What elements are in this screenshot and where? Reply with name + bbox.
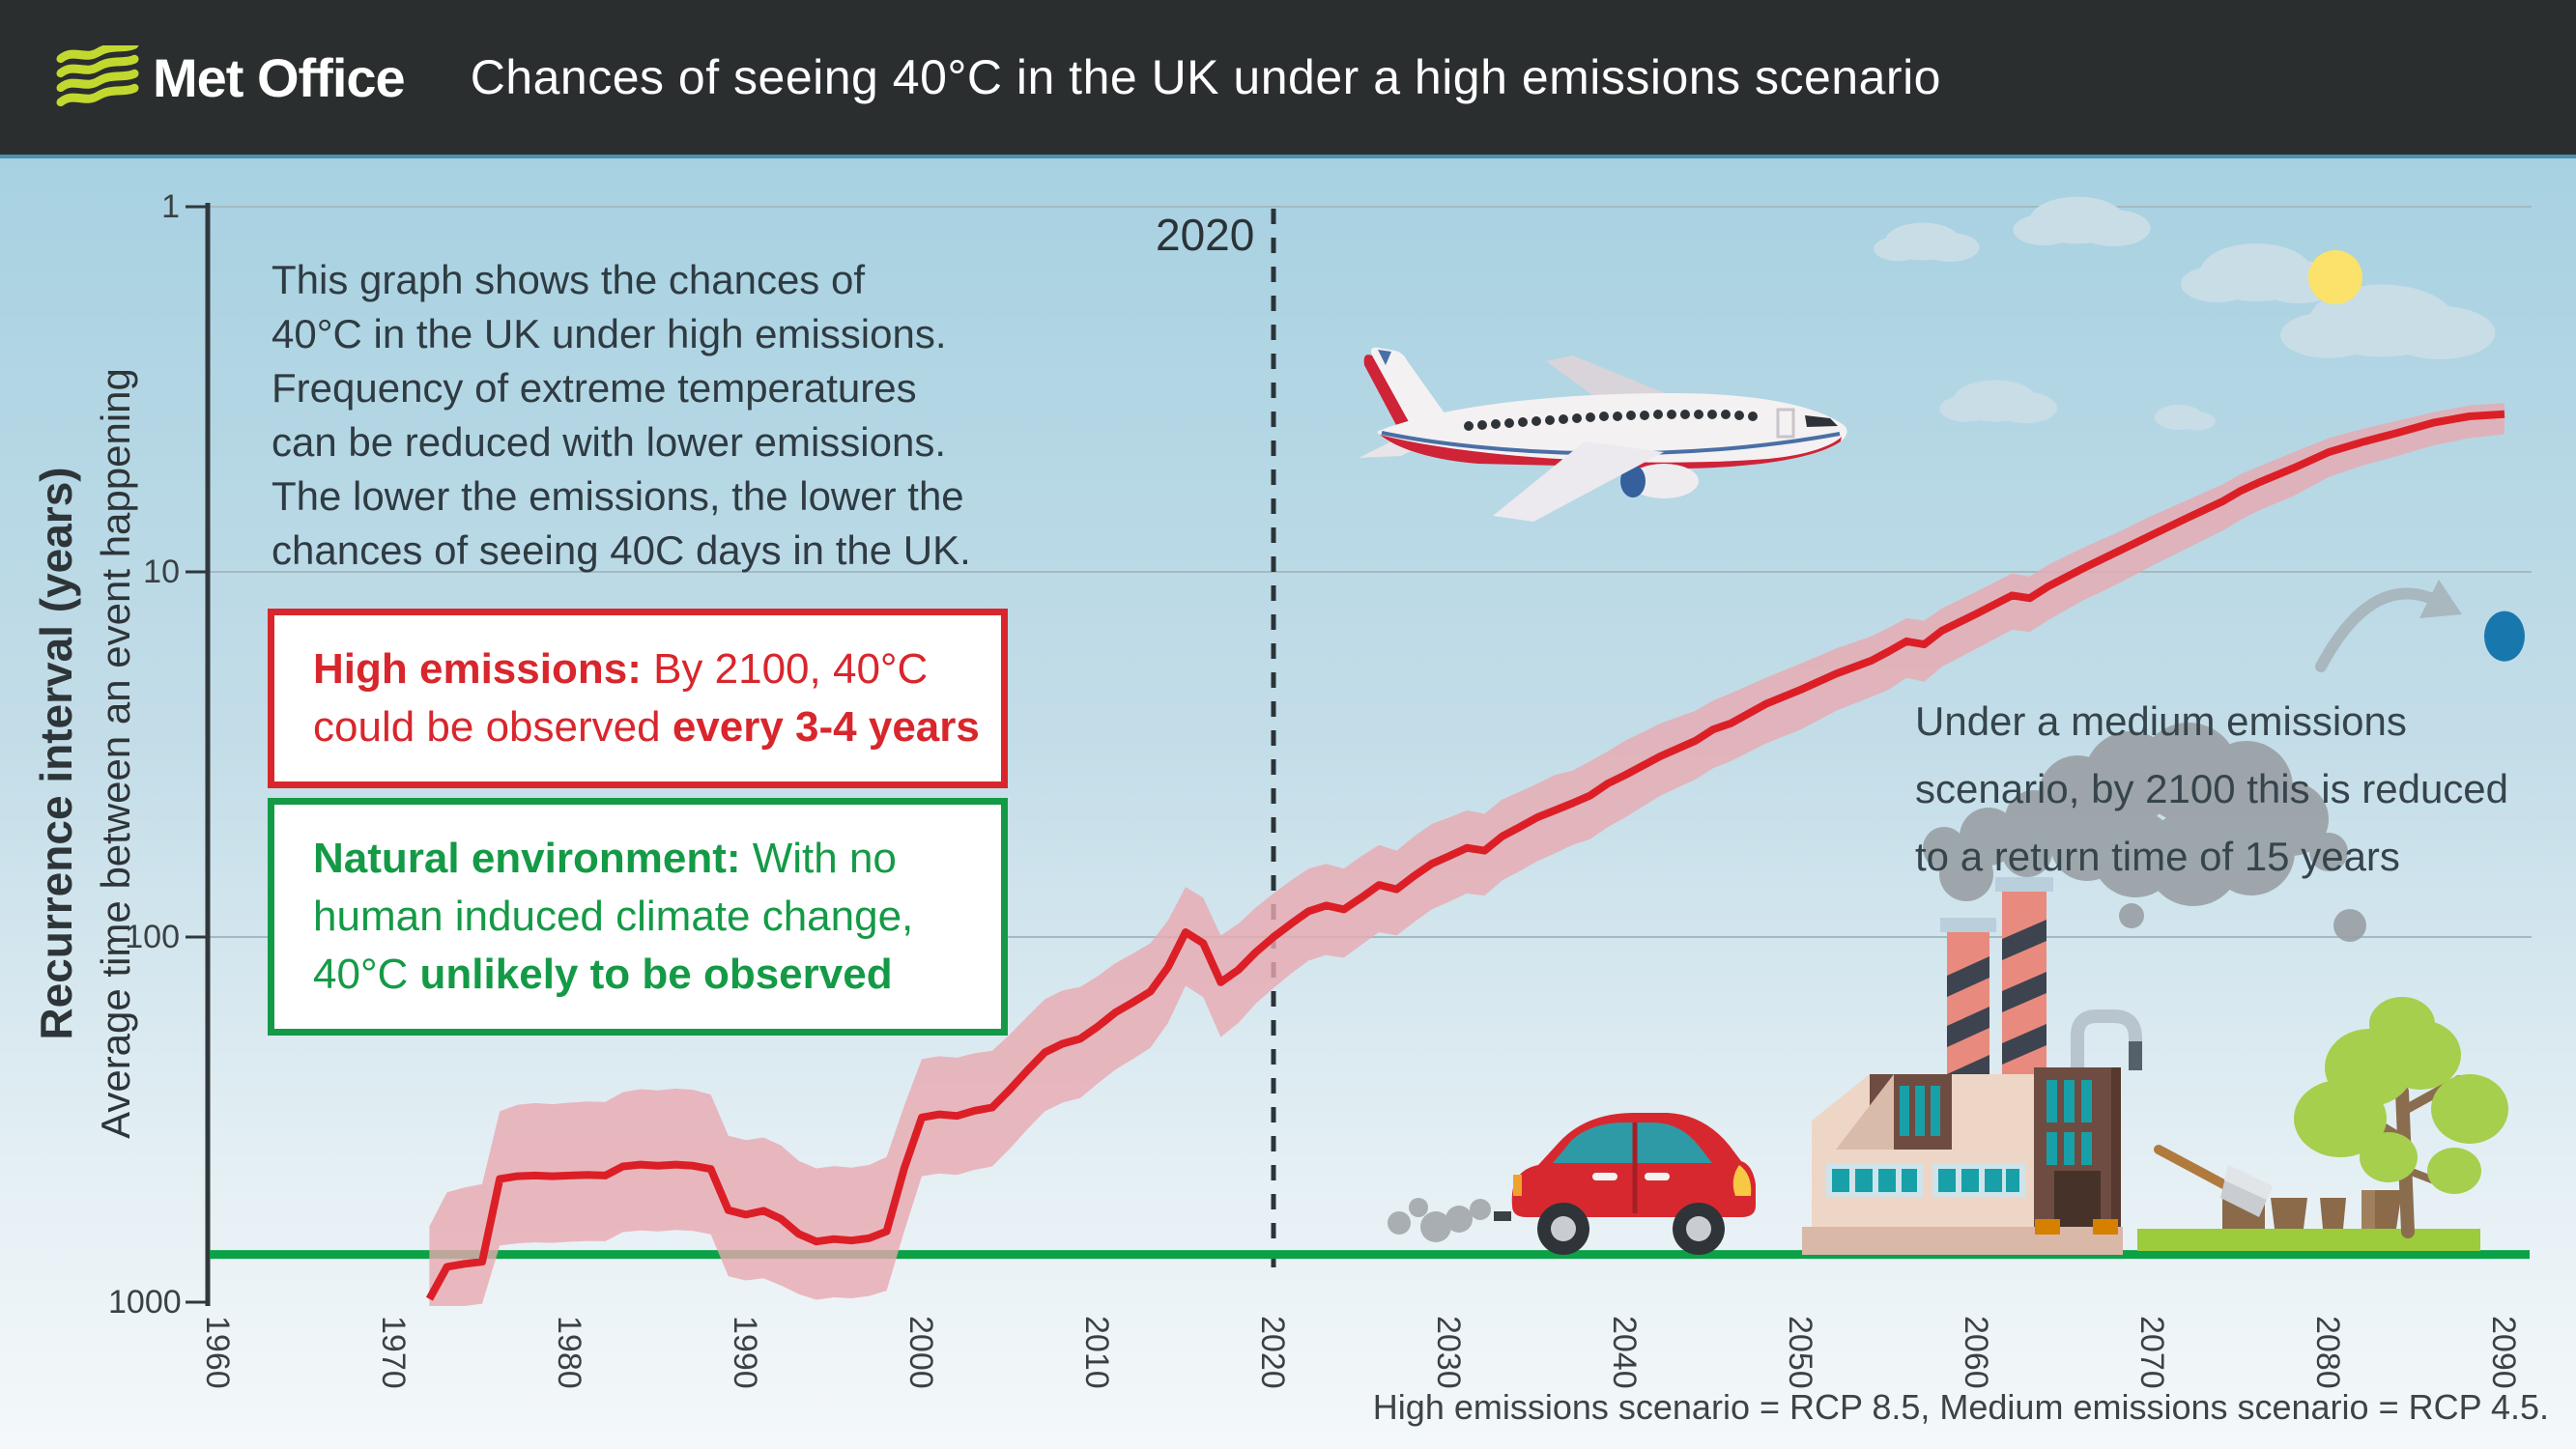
intro-text: This graph shows the chances of 40°C in … (272, 253, 971, 578)
intro-line: 40°C in the UK under high emissions. (272, 311, 947, 356)
x-tick-label: 2010 (1078, 1316, 1115, 1389)
brand-name: Met Office (153, 46, 406, 108)
high-emissions-bold: every 3-4 years (672, 703, 980, 751)
x-tick-label: 2090 (2485, 1316, 2522, 1389)
met-office-waves-icon (56, 45, 139, 107)
medium-emissions-dot (2484, 611, 2525, 662)
scenario-footnote: High emissions scenario = RCP 8.5, Mediu… (1372, 1387, 2549, 1427)
x-tick-label: 1990 (727, 1316, 763, 1389)
header-bar: Met Office Chances of seeing 40°C in the… (0, 0, 2576, 158)
x-tick-label: 2080 (2309, 1316, 2346, 1389)
natural-lead: Natural environment: (313, 835, 741, 882)
intro-line: can be reduced with lower emissions. (272, 419, 947, 465)
x-tick-label: 2060 (1958, 1316, 1994, 1389)
x-tick-label: 1960 (199, 1316, 236, 1389)
met-office-logo: Met Office (56, 45, 406, 109)
high-emissions-line1: High emissions: By 2100, 40°C (313, 640, 989, 698)
grass-strip (2137, 1229, 2480, 1251)
x-tick-label: 1970 (375, 1316, 412, 1389)
x-tick-label: 2050 (1782, 1316, 1818, 1389)
natural-environment-callout: Natural environment: With no human induc… (268, 798, 1008, 1036)
x-tick-label: 2070 (2133, 1316, 2170, 1389)
uncertainty-band (429, 403, 2505, 1306)
high-emissions-line2: could be observed every 3-4 years (313, 698, 989, 756)
medium-emissions-note: Under a medium emissions scenario, by 21… (1915, 688, 2508, 891)
x-tick-label: 2040 (1606, 1316, 1643, 1389)
tree-icon (2294, 997, 2508, 1238)
natural-normal: 40°C (313, 951, 420, 998)
x-tick-label: 2030 (1430, 1316, 1467, 1389)
natural-bold: unlikely to be observed (419, 951, 893, 998)
natural-rest: With no (740, 835, 897, 882)
high-emissions-line (425, 410, 2505, 1301)
axe-icon (2154, 1145, 2273, 1229)
x-tick-label: 1980 (551, 1316, 587, 1389)
factory-smoke-icon (1923, 723, 2366, 942)
y-tick-label: 1 (161, 188, 180, 225)
y-tick-label: 10 (143, 554, 180, 590)
tree-stumps-icon (2271, 1190, 2402, 1229)
car-icon (1494, 1113, 1756, 1255)
natural-line1: Natural environment: With no (313, 830, 989, 888)
high-emissions-normal: could be observed (313, 703, 673, 751)
high-emissions-lead: High emissions: (313, 645, 642, 693)
intro-line: The lower the emissions, the lower the (272, 473, 964, 519)
medium-note-line: Under a medium emissions (1915, 698, 2407, 744)
high-emissions-rest: By 2100, 40°C (641, 645, 929, 693)
natural-line2: human induced climate change, (313, 893, 914, 940)
medium-note-line: to a return time of 15 years (1915, 834, 2400, 879)
y-axis-title: Recurrence interval (years) (31, 467, 81, 1040)
car-exhaust-icon (1388, 1198, 1491, 1242)
y-tick-label: 1000 (108, 1284, 182, 1321)
y-tick-label: 100 (125, 919, 180, 955)
y-axis-subtitle: Average time between an event happening (93, 368, 138, 1139)
medium-emissions-arrow-icon (2315, 580, 2462, 672)
x-tick-label: 2020 (1254, 1316, 1291, 1389)
sun-icon (2308, 250, 2362, 304)
intro-line: This graph shows the chances of (272, 257, 866, 302)
factory-icon (1802, 877, 2142, 1255)
x-tick-label: 2000 (902, 1316, 939, 1389)
intro-line: Frequency of extreme temperatures (272, 365, 917, 411)
natural-line3: 40°C unlikely to be observed (313, 946, 989, 1004)
intro-line: chances of seeing 40C days in the UK. (272, 527, 971, 573)
page-title: Chances of seeing 40°C in the UK under a… (470, 50, 1941, 104)
airplane-icon (1359, 347, 1847, 522)
high-emissions-callout: High emissions: By 2100, 40°C could be o… (268, 609, 1008, 788)
clouds-icon (1874, 196, 2496, 431)
year-2020-label: 2020 (1156, 210, 1255, 260)
medium-note-line: scenario, by 2100 this is reduced (1915, 766, 2509, 811)
